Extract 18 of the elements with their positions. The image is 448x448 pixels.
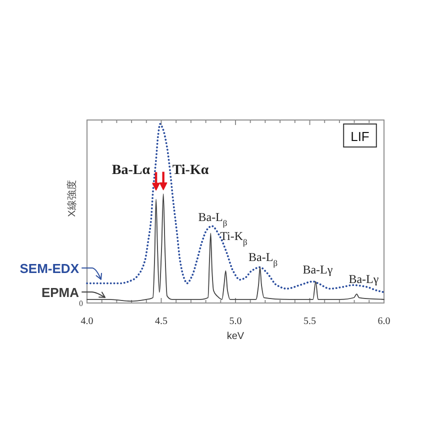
legend-label: SEM-EDX — [20, 261, 80, 276]
annotation: Ba-Lγ — [348, 272, 380, 286]
y-axis-title: X線強度 — [66, 180, 78, 217]
text: 0 — [79, 299, 83, 308]
annotation: Ti-Kα — [172, 162, 209, 178]
annotation: Ti-K$_{β}$ — [220, 228, 248, 246]
annotation: LIF — [350, 129, 370, 144]
x-tick-label: 4.5 — [155, 316, 168, 327]
x-tick-label: 4.0 — [80, 316, 94, 327]
x-tick-label: 5.5 — [304, 316, 316, 327]
annotation: Ba-L$_{β}$ — [198, 210, 228, 228]
x-tick-label: 6.0 — [378, 316, 390, 327]
annotation: Ba-Lα — [112, 163, 150, 178]
annotation: Ba-L$_{β}$ — [248, 250, 278, 268]
x-axis-title: keV — [226, 331, 244, 342]
annotation: Ba-Lγ — [302, 262, 334, 277]
legend-label: EPMA — [41, 285, 80, 300]
x-tick-label: 5.0 — [229, 316, 242, 327]
